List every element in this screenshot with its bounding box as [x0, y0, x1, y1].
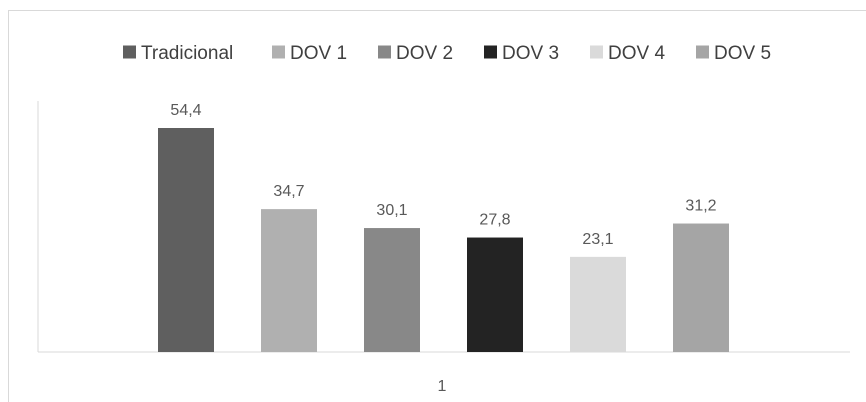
bar-tradicional [158, 128, 214, 352]
legend-label: DOV 3 [502, 43, 559, 64]
bar-dov-5 [673, 223, 729, 352]
data-label-dov-5: 31,2 [685, 198, 716, 215]
legend-item-dov-1: DOV 1 [272, 43, 347, 64]
legend-item-dov-5: DOV 5 [696, 43, 771, 64]
bar-dov-3 [467, 237, 523, 352]
legend-swatch [696, 45, 709, 59]
legend-item-tradicional: Tradicional [123, 43, 233, 64]
data-labels-group: 54,4 34,7 30,1 27,8 23,1 31,2 [170, 102, 716, 248]
data-label-dov-2: 30,1 [376, 202, 407, 219]
legend-item-dov-4: DOV 4 [590, 43, 665, 64]
bar-dov-2 [364, 228, 420, 352]
legend-label: DOV 4 [608, 43, 665, 64]
legend-swatch [378, 45, 391, 59]
legend-label: DOV 1 [290, 43, 347, 64]
legend-label: DOV 5 [714, 43, 771, 64]
legend-label: DOV 2 [396, 43, 453, 64]
x-tick-label: 1 [438, 378, 447, 395]
bars-group [158, 128, 729, 352]
legend-swatch [484, 45, 497, 59]
legend: Tradicional DOV 1 DOV 2 DOV 3 DOV 4 DOV 5 [123, 43, 771, 64]
legend-item-dov-2: DOV 2 [378, 43, 453, 64]
data-label-dov-1: 34,7 [273, 183, 304, 200]
legend-swatch [123, 45, 136, 59]
data-label-dov-3: 27,8 [479, 212, 510, 229]
legend-swatch [272, 45, 285, 59]
data-label-tradicional: 54,4 [170, 102, 201, 119]
bar-dov-1 [261, 209, 317, 352]
legend-label: Tradicional [141, 43, 233, 64]
data-label-dov-4: 23,1 [582, 231, 613, 248]
bar-dov-4 [570, 256, 626, 352]
legend-swatch [590, 45, 603, 59]
legend-item-dov-3: DOV 3 [484, 43, 559, 64]
